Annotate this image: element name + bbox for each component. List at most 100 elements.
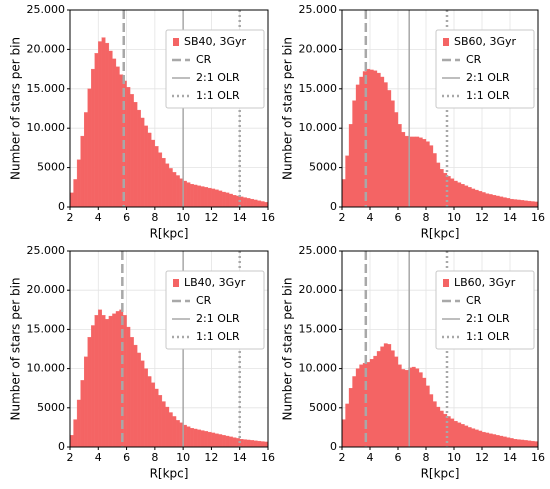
bar [211,188,216,208]
y-tick-label: 25.000 [27,244,66,257]
bar [495,435,500,448]
bar [108,50,113,208]
legend-label: 2:1 OLR [466,312,510,325]
bar [425,385,430,448]
bar [453,420,458,448]
x-tick-label: 6 [395,211,402,224]
bar [218,434,223,448]
bar [87,88,92,208]
bar [94,315,99,448]
legend-label: CR [466,294,482,307]
legend-label: CR [466,53,482,66]
bar [520,439,525,448]
bar [168,168,173,208]
bar [460,424,465,448]
bar [345,155,350,208]
x-tick-label: 10 [447,211,461,224]
bar [467,187,472,208]
legend-label: SB40, 3Gyr [184,35,247,48]
bar [394,356,399,448]
bar [429,145,434,208]
legend-label: 2:1 OLR [466,71,510,84]
bar [137,352,141,448]
bar [499,196,504,208]
x-tick-label: 14 [503,211,517,224]
bar [211,432,216,448]
bar [348,124,353,208]
bar [225,435,230,448]
bar [380,346,385,448]
bar [257,440,262,448]
bar [94,53,99,208]
bar [101,37,106,208]
bar [530,440,535,448]
bar [260,201,265,208]
bar [513,439,518,448]
y-tick-label: 20.000 [27,283,66,296]
bar [488,433,493,448]
bar [467,427,472,448]
bar [126,87,131,208]
bar [115,66,120,208]
bar [168,412,173,448]
bar [369,359,374,448]
legend-box [165,270,265,350]
legend-swatch [443,279,449,287]
bar [260,441,265,448]
x-tick-label: 12 [204,451,218,464]
bar [172,172,177,208]
bar [250,198,255,208]
bar [158,152,163,208]
y-tick-label: 25.000 [27,3,66,16]
x-tick-label: 16 [531,211,545,224]
bar [457,422,462,448]
bar [478,430,483,448]
bar [527,440,532,448]
bar [147,132,152,208]
y-tick-label: 20.000 [299,42,338,55]
bar [488,194,493,208]
x-tick-label: 12 [475,451,489,464]
y-tick-label: 15.000 [27,322,66,335]
bar [83,112,88,208]
bar [246,439,251,448]
bar [359,76,364,208]
legend-label: 2:1 OLR [196,71,240,84]
bar [345,403,350,448]
bar [112,313,117,448]
y-axis-label: Number of stars per bin [281,37,295,180]
bar [397,364,402,448]
bar [98,309,102,448]
bar [411,136,416,208]
x-tick-label: 2 [339,211,346,224]
y-tick-label: 10.000 [299,362,338,375]
bar [144,368,148,448]
x-tick-label: 10 [176,451,190,464]
bar [397,124,402,208]
bar [352,376,357,448]
bar [112,58,117,208]
legend-swatch [443,38,449,46]
bar [204,431,209,448]
y-tick-label: 0 [58,440,65,453]
bar [108,315,113,448]
panel: 0 5000 10.000 15.000 20.000 25.000 2 4 6 8 10 12 14 1… [281,244,546,481]
bar [105,319,110,448]
bar [161,401,166,448]
bar [101,315,106,448]
y-tick-label: 10.000 [27,362,66,375]
bar [401,131,406,208]
x-tick-label: 4 [367,451,374,464]
bar [415,136,420,208]
bar [232,437,237,448]
bar [115,311,120,448]
y-tick-label: 15.000 [299,82,338,95]
bar [253,440,258,448]
x-tick-label: 2 [67,451,74,464]
panel: 0 5000 10.000 15.000 20.000 25.000 2 4 6 8 10 12 14 1… [9,3,276,241]
bar [383,82,388,208]
x-tick-label: 4 [367,211,374,224]
legend-label: CR [196,53,212,66]
bar [418,372,423,448]
